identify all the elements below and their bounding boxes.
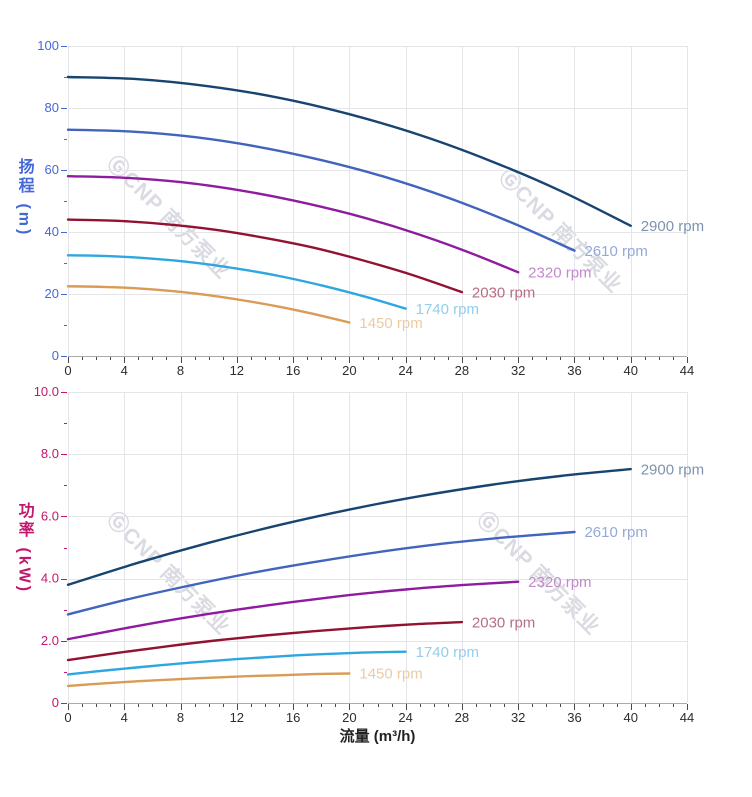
curve-1740-rpm xyxy=(66,254,407,310)
head-axis-title: 扬程 (m) xyxy=(15,158,33,238)
y-tick-label: 20 xyxy=(45,286,59,301)
curve-label-2610-rpm: 2610 rpm xyxy=(584,243,647,260)
curve-label-2320-rpm: 2320 rpm xyxy=(528,574,591,591)
x-tick-label: 20 xyxy=(342,710,356,725)
x-axis-ticks xyxy=(68,357,688,363)
y-tick-label: 0 xyxy=(52,348,59,363)
y-axis-labels: 0 2.0 4.0 6.0 8.0 10.0 xyxy=(34,384,59,710)
y-tick-label: 80 xyxy=(45,100,59,115)
curve-label-1450-rpm: 1450 rpm xyxy=(359,666,422,683)
y-tick-label: 60 xyxy=(45,162,59,177)
y-tick-label: 10.0 xyxy=(34,384,59,399)
curve-1450-rpm xyxy=(66,285,351,324)
curve-1450-rpm xyxy=(66,672,351,688)
curve-label-1450-rpm: 1450 rpm xyxy=(359,315,422,332)
curve-2320-rpm xyxy=(66,580,520,641)
x-tick-label: 12 xyxy=(230,710,244,725)
curve-label-2900-rpm: 2900 rpm xyxy=(641,461,704,478)
y-axis-ticks xyxy=(61,46,67,357)
gridlines xyxy=(68,392,688,704)
y-tick-label: 4.0 xyxy=(41,571,59,586)
x-tick-label: 16 xyxy=(286,710,300,725)
curve-label-1740-rpm: 1740 rpm xyxy=(416,644,479,661)
x-axis-labels: 0 4 8 12 16 20 24 28 32 36 40 44 xyxy=(64,710,694,725)
curve-1740-rpm xyxy=(66,650,407,676)
x-tick-label: 24 xyxy=(398,710,412,725)
curve-2610-rpm xyxy=(66,128,576,252)
y-tick-label: 6.0 xyxy=(41,508,59,523)
x-tick-label: 44 xyxy=(680,710,694,725)
x-tick-label: 44 xyxy=(680,363,694,378)
x-tick-label: 36 xyxy=(567,363,581,378)
y-axis-ticks xyxy=(61,392,67,704)
curve-label-1740-rpm: 1740 rpm xyxy=(416,301,479,318)
x-tick-label: 28 xyxy=(455,363,469,378)
curve-2030-rpm xyxy=(66,620,464,662)
x-tick-label: 20 xyxy=(342,363,356,378)
x-tick-label: 8 xyxy=(177,363,184,378)
curve-label-2610-rpm: 2610 rpm xyxy=(584,524,647,541)
x-tick-label: 16 xyxy=(286,363,300,378)
x-tick-label: 8 xyxy=(177,710,184,725)
flow-axis-title: 流量 (m³/h) xyxy=(339,728,416,745)
head-chart: 0 4 8 12 16 20 24 28 32 36 40 44 0 20 40 60 80 100 2900 rp… xyxy=(37,38,704,378)
curve-label-2030-rpm: 2030 rpm xyxy=(472,614,535,631)
curve-2610-rpm xyxy=(66,530,576,616)
power-axis-title: 功率 (kW) xyxy=(15,502,33,595)
x-tick-label: 36 xyxy=(567,710,581,725)
x-tick-label: 28 xyxy=(455,710,469,725)
x-tick-label: 24 xyxy=(398,363,412,378)
curve-2030-rpm xyxy=(66,218,464,294)
x-axis-labels: 0 4 8 12 16 20 24 28 32 36 40 44 xyxy=(64,363,694,378)
y-tick-label: 40 xyxy=(45,224,59,239)
curve-2900-rpm xyxy=(66,75,632,227)
x-tick-label: 0 xyxy=(64,363,71,378)
x-tick-label: 12 xyxy=(230,363,244,378)
curve-label-2030-rpm: 2030 rpm xyxy=(472,284,535,301)
x-axis-ticks xyxy=(68,704,688,710)
gridlines xyxy=(68,46,688,357)
curve-2320-rpm xyxy=(66,175,520,274)
y-axis-labels: 0 20 40 60 80 100 xyxy=(37,38,59,363)
y-tick-label: 100 xyxy=(37,38,59,53)
curve-2900-rpm xyxy=(66,467,632,586)
x-tick-label: 4 xyxy=(121,363,128,378)
curve-label-2320-rpm: 2320 rpm xyxy=(528,265,591,282)
curve-label-2900-rpm: 2900 rpm xyxy=(641,218,704,235)
power-chart: 0 4 8 12 16 20 24 28 32 36 40 44 0 2.0 4.0 6.0 8.0 10.0 29… xyxy=(34,384,704,725)
y-tick-label: 0 xyxy=(52,695,59,710)
x-tick-label: 4 xyxy=(121,710,128,725)
x-tick-label: 32 xyxy=(511,710,525,725)
x-tick-label: 40 xyxy=(623,710,637,725)
y-tick-label: 8.0 xyxy=(41,446,59,461)
x-tick-label: 32 xyxy=(511,363,525,378)
x-tick-label: 0 xyxy=(64,710,71,725)
y-tick-label: 2.0 xyxy=(41,633,59,648)
x-tick-label: 40 xyxy=(623,363,637,378)
